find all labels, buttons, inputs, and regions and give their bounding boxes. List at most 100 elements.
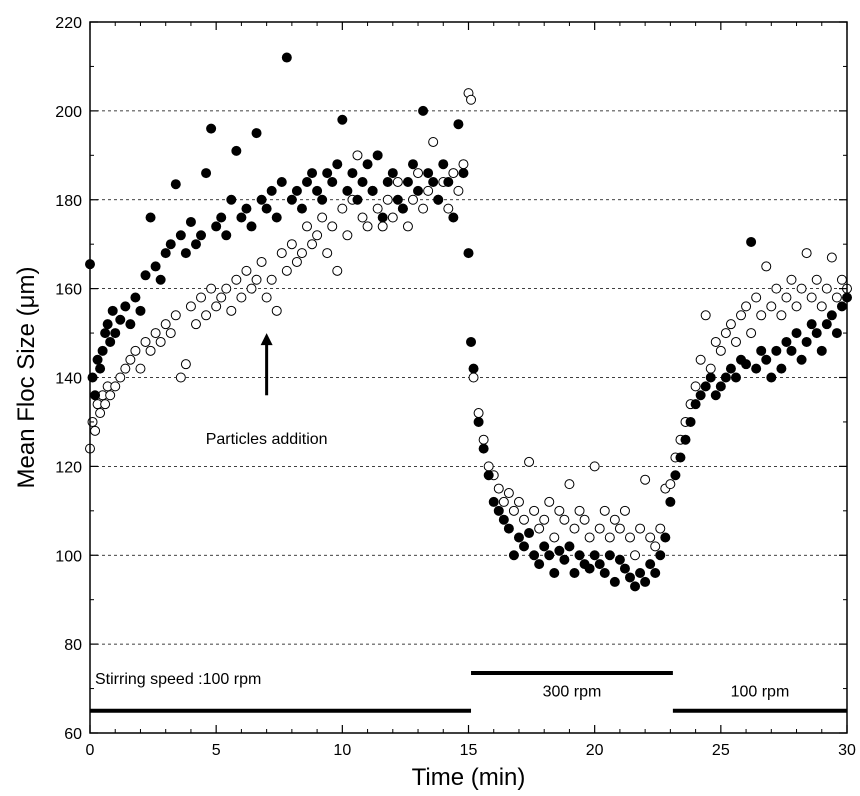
data-point-filled xyxy=(766,372,777,383)
x-tick-label: 20 xyxy=(586,742,604,759)
data-point-filled xyxy=(102,319,113,330)
data-point-open xyxy=(170,310,181,321)
data-point-filled xyxy=(97,345,108,356)
data-point-filled xyxy=(428,176,439,187)
y-axis-ticks: 60 80 100 120 140 160 180 200 220 xyxy=(55,15,847,743)
data-point-filled xyxy=(680,434,691,445)
data-point-filled xyxy=(150,261,161,272)
data-point-filled xyxy=(372,150,383,161)
data-point-filled xyxy=(741,359,752,370)
data-point-filled xyxy=(685,416,696,427)
data-point-filled xyxy=(180,248,191,259)
data-point-filled xyxy=(670,470,681,481)
data-point-filled xyxy=(700,381,711,392)
data-point-filled xyxy=(478,443,489,454)
data-point-open xyxy=(246,283,257,294)
data-point-filled xyxy=(751,363,762,374)
data-point-open xyxy=(382,194,393,205)
data-point-filled xyxy=(473,416,484,427)
data-point-open xyxy=(155,336,166,347)
data-point-filled xyxy=(332,159,343,170)
data-point-open xyxy=(700,310,711,321)
data-point-open xyxy=(826,252,837,263)
data-point-filled xyxy=(413,185,424,196)
data-point-filled xyxy=(524,528,535,539)
data-point-open xyxy=(630,550,641,561)
data-point-filled xyxy=(302,176,313,187)
data-point-filled xyxy=(796,354,807,365)
data-point-filled xyxy=(488,496,499,507)
data-point-filled xyxy=(690,399,701,410)
data-point-filled xyxy=(564,541,575,552)
data-point-filled xyxy=(216,212,227,223)
data-point-open xyxy=(241,265,252,276)
data-point-filled xyxy=(619,563,630,574)
data-point-filled xyxy=(291,185,302,196)
data-point-open xyxy=(458,159,469,170)
data-point-open xyxy=(579,514,590,525)
data-point-open xyxy=(190,319,201,330)
data-point-open xyxy=(473,408,484,419)
y-tick-label: 100 xyxy=(55,548,82,565)
data-point-filled xyxy=(453,119,464,130)
data-point-filled xyxy=(175,230,186,241)
data-point-open xyxy=(281,265,292,276)
data-point-open xyxy=(730,336,741,347)
data-point-filled xyxy=(493,505,504,516)
data-point-filled xyxy=(190,239,201,250)
data-point-open xyxy=(599,505,610,516)
data-point-filled xyxy=(110,328,121,339)
x-tick-label: 0 xyxy=(86,742,95,759)
data-point-filled xyxy=(599,568,610,579)
data-point-filled xyxy=(559,554,570,565)
data-point-open xyxy=(256,256,267,267)
data-point-open xyxy=(503,488,514,499)
data-point-open xyxy=(574,505,585,516)
data-point-open xyxy=(741,301,752,312)
data-point-filled xyxy=(221,230,232,241)
data-point-open xyxy=(544,496,555,507)
data-point-open xyxy=(352,150,363,161)
data-point-open xyxy=(125,354,136,365)
data-point-filled xyxy=(715,381,726,392)
data-point-open xyxy=(418,203,429,214)
data-point-open xyxy=(261,292,272,303)
data-point-open xyxy=(307,239,318,250)
data-point-filled xyxy=(635,568,646,579)
data-point-open xyxy=(559,514,570,525)
data-point-filled xyxy=(387,168,398,179)
data-point-filled xyxy=(377,212,388,223)
data-point-filled xyxy=(836,301,847,312)
data-point-filled xyxy=(554,545,565,556)
data-point-filled xyxy=(322,168,333,179)
data-point-filled xyxy=(443,176,454,187)
data-point-open xyxy=(655,523,666,534)
data-point-open xyxy=(498,496,509,507)
data-point-filled xyxy=(170,179,181,190)
data-point-open xyxy=(594,523,605,534)
data-point-open xyxy=(145,345,156,356)
data-point-filled xyxy=(594,559,605,570)
data-point-open xyxy=(160,319,171,330)
data-point-open xyxy=(564,479,575,490)
data-point-filled xyxy=(251,128,262,139)
data-point-filled xyxy=(710,390,721,401)
data-point-filled xyxy=(771,345,782,356)
data-point-filled xyxy=(609,576,620,587)
data-point-filled xyxy=(725,363,736,374)
data-point-open xyxy=(402,221,413,232)
data-point-filled xyxy=(155,274,166,285)
data-point-open xyxy=(645,532,656,543)
data-point-open xyxy=(836,274,847,285)
data-point-open xyxy=(377,221,388,232)
data-point-filled xyxy=(831,328,842,339)
data-point-filled xyxy=(266,185,277,196)
data-point-filled xyxy=(160,248,171,259)
data-point-open xyxy=(771,283,782,294)
data-point-open xyxy=(466,94,477,105)
data-point-open xyxy=(115,372,126,383)
data-point-filled xyxy=(276,176,287,187)
data-point-filled xyxy=(337,114,348,125)
data-point-open xyxy=(796,283,807,294)
data-point-open xyxy=(337,203,348,214)
